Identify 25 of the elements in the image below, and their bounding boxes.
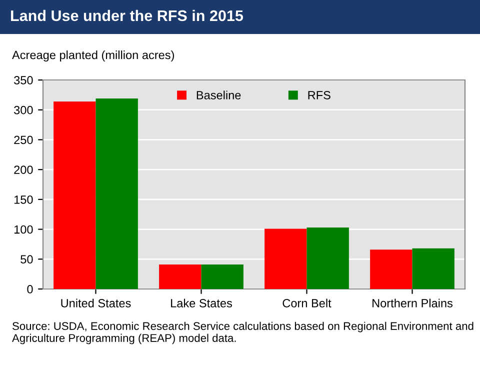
bar bbox=[412, 248, 454, 289]
y-tick-label: 350 bbox=[14, 76, 33, 84]
x-tick-label: Lake States bbox=[171, 298, 232, 308]
y-tick-label: 150 bbox=[14, 195, 33, 204]
bar bbox=[159, 264, 202, 289]
y-tick-label: 300 bbox=[14, 106, 33, 114]
legend-label: RFS bbox=[308, 91, 330, 100]
bar bbox=[306, 227, 349, 289]
y-tick-label: 250 bbox=[14, 136, 33, 144]
bar bbox=[96, 98, 138, 289]
y-tick-label: 100 bbox=[14, 225, 33, 234]
bar bbox=[54, 101, 96, 289]
bar bbox=[201, 264, 244, 289]
x-tick-label: Corn Belt bbox=[282, 298, 332, 308]
x-tick-label: Northern Plains bbox=[372, 298, 453, 308]
y-tick-label: 0 bbox=[27, 285, 33, 294]
y-axis-title: Acreage planted (million acres) bbox=[12, 50, 174, 62]
chart-title: Land Use under the RFS in 2015 bbox=[11, 10, 244, 22]
source-note: Source: USDA, Economic Research Service calculations based on Regional Environment and Agriculture Programming (REAP) model data. bbox=[12, 322, 474, 344]
x-tick-label: United States bbox=[61, 298, 131, 308]
bar bbox=[264, 228, 307, 289]
bar bbox=[370, 250, 412, 289]
y-tick-label: 50 bbox=[20, 255, 33, 264]
y-tick-label: 200 bbox=[14, 166, 33, 174]
legend-label: Baseline bbox=[196, 90, 241, 100]
